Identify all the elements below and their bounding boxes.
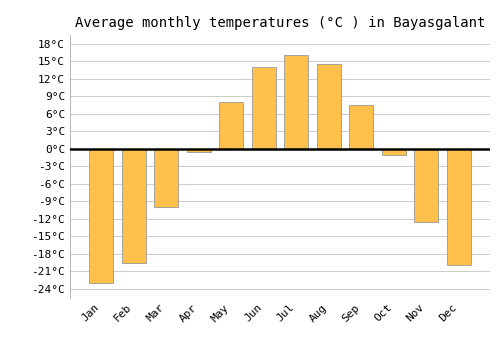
Bar xyxy=(446,149,471,265)
Bar xyxy=(122,149,146,262)
Bar xyxy=(186,149,211,152)
Bar xyxy=(349,105,374,149)
Title: Average monthly temperatures (°C ) in Bayasgalant: Average monthly temperatures (°C ) in Ba… xyxy=(75,16,485,30)
Bar xyxy=(252,67,276,149)
Bar xyxy=(89,149,114,283)
Bar xyxy=(154,149,178,207)
Bar xyxy=(219,102,244,149)
Bar xyxy=(414,149,438,222)
Bar xyxy=(284,55,308,149)
Bar xyxy=(316,64,341,149)
Bar xyxy=(382,149,406,155)
